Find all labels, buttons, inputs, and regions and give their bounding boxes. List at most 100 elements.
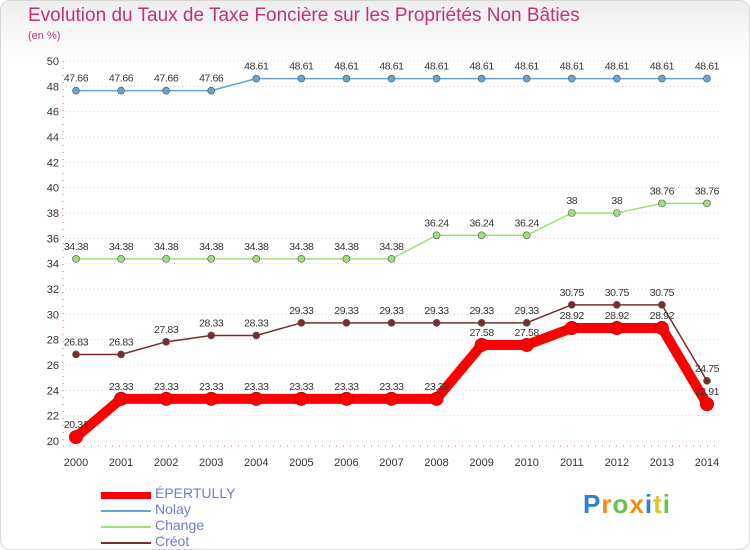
data-label: 47.66 [64,73,89,85]
y-tick-label: 44 [47,132,59,144]
data-point [117,86,125,95]
data-point [387,319,396,327]
data-label: 23.33 [109,381,134,393]
data-label: 26.83 [109,336,134,348]
data-point [522,319,531,327]
data-label: 28.33 [199,317,224,329]
data-label: 28.92 [560,310,585,322]
data-label: 36.24 [515,217,540,229]
data-label: 27.83 [154,324,179,336]
data-point [654,321,669,336]
data-point [162,255,170,263]
logo-letter: i [662,489,671,519]
data-label: 48.61 [379,61,404,73]
data-point [477,231,486,240]
x-tick-label: 2011 [560,457,584,469]
y-tick-label: 28 [47,335,59,347]
data-point [69,430,83,445]
data-label: 29.33 [469,305,494,317]
x-tick-label: 2013 [650,457,674,469]
data-point [342,74,351,83]
legend-swatch-change [101,526,151,528]
logo-letter: o [612,489,630,519]
data-label: 29.33 [515,305,540,317]
logo-letter: P [583,489,602,519]
data-point [522,231,531,240]
y-tick-label: 38 [47,208,59,220]
y-tick-label: 30 [47,309,59,321]
data-point [474,337,489,352]
data-point [658,301,666,309]
data-point [339,391,354,406]
data-point [519,337,534,352]
data-point [432,74,441,83]
x-tick-label: 2004 [244,457,268,469]
data-point [162,86,170,95]
data-label: 29.33 [334,305,359,317]
data-point [699,397,714,412]
data-label: 30.75 [650,287,675,299]
data-label: 48.61 [695,61,720,73]
x-tick-label: 2007 [379,457,403,469]
data-point [613,74,621,83]
data-point [117,255,125,263]
data-label: 26.83 [64,336,89,348]
data-point [387,255,396,263]
logo-letter: i [644,489,654,519]
data-label: 38.76 [650,185,675,197]
data-label: 23.33 [154,381,179,393]
data-point [477,74,486,83]
data-label: 28.92 [650,310,675,322]
data-label: 36.24 [469,217,494,229]
proxiti-logo: Proxiti [583,489,671,520]
legend-swatch-creot [101,542,151,544]
data-point [429,391,444,406]
y-tick-label: 40 [47,183,59,195]
data-point [567,209,576,217]
x-tick-label: 2002 [154,457,178,469]
data-label: 29.33 [379,305,404,317]
data-label: 23.33 [199,381,224,393]
y-tick-label: 36 [47,233,59,245]
legend-label: Nolay [155,501,191,517]
data-point [703,377,711,385]
data-point [294,391,309,406]
data-point [204,391,219,406]
x-tick-label: 2006 [334,457,358,469]
data-label: 48.61 [650,61,675,73]
data-label: 27.58 [469,327,494,339]
data-point [72,255,80,263]
data-point [613,209,621,217]
data-label: 34.38 [64,241,89,253]
data-label: 48.61 [515,61,540,73]
data-label: 34.38 [109,241,134,253]
data-label: 34.38 [379,241,404,253]
data-label: 23.33 [289,381,314,393]
data-label: 36.24 [424,217,449,229]
data-point [567,74,576,83]
x-tick-label: 2000 [64,457,88,469]
data-label: 48.61 [424,61,449,73]
data-label: 48.61 [560,61,585,73]
data-label: 29.33 [424,305,449,317]
data-label: 47.66 [199,73,224,85]
data-point [114,391,129,406]
legend-swatch-nolay [101,510,151,512]
data-label: 34.38 [289,241,314,253]
data-point [432,319,441,327]
data-point [249,391,264,406]
x-tick-label: 2014 [695,457,719,469]
data-label: 48.61 [605,61,630,73]
data-label: 27.58 [515,327,540,339]
y-tick-label: 20 [47,436,59,448]
data-label: 34.38 [199,241,224,253]
data-label: 38 [566,195,577,207]
data-point [432,231,441,240]
data-label: 48.61 [244,61,269,73]
data-point [252,331,261,340]
data-point [297,74,306,83]
data-point [207,255,216,263]
logo-letter: t [653,489,663,519]
x-tick-label: 2001 [109,457,133,469]
